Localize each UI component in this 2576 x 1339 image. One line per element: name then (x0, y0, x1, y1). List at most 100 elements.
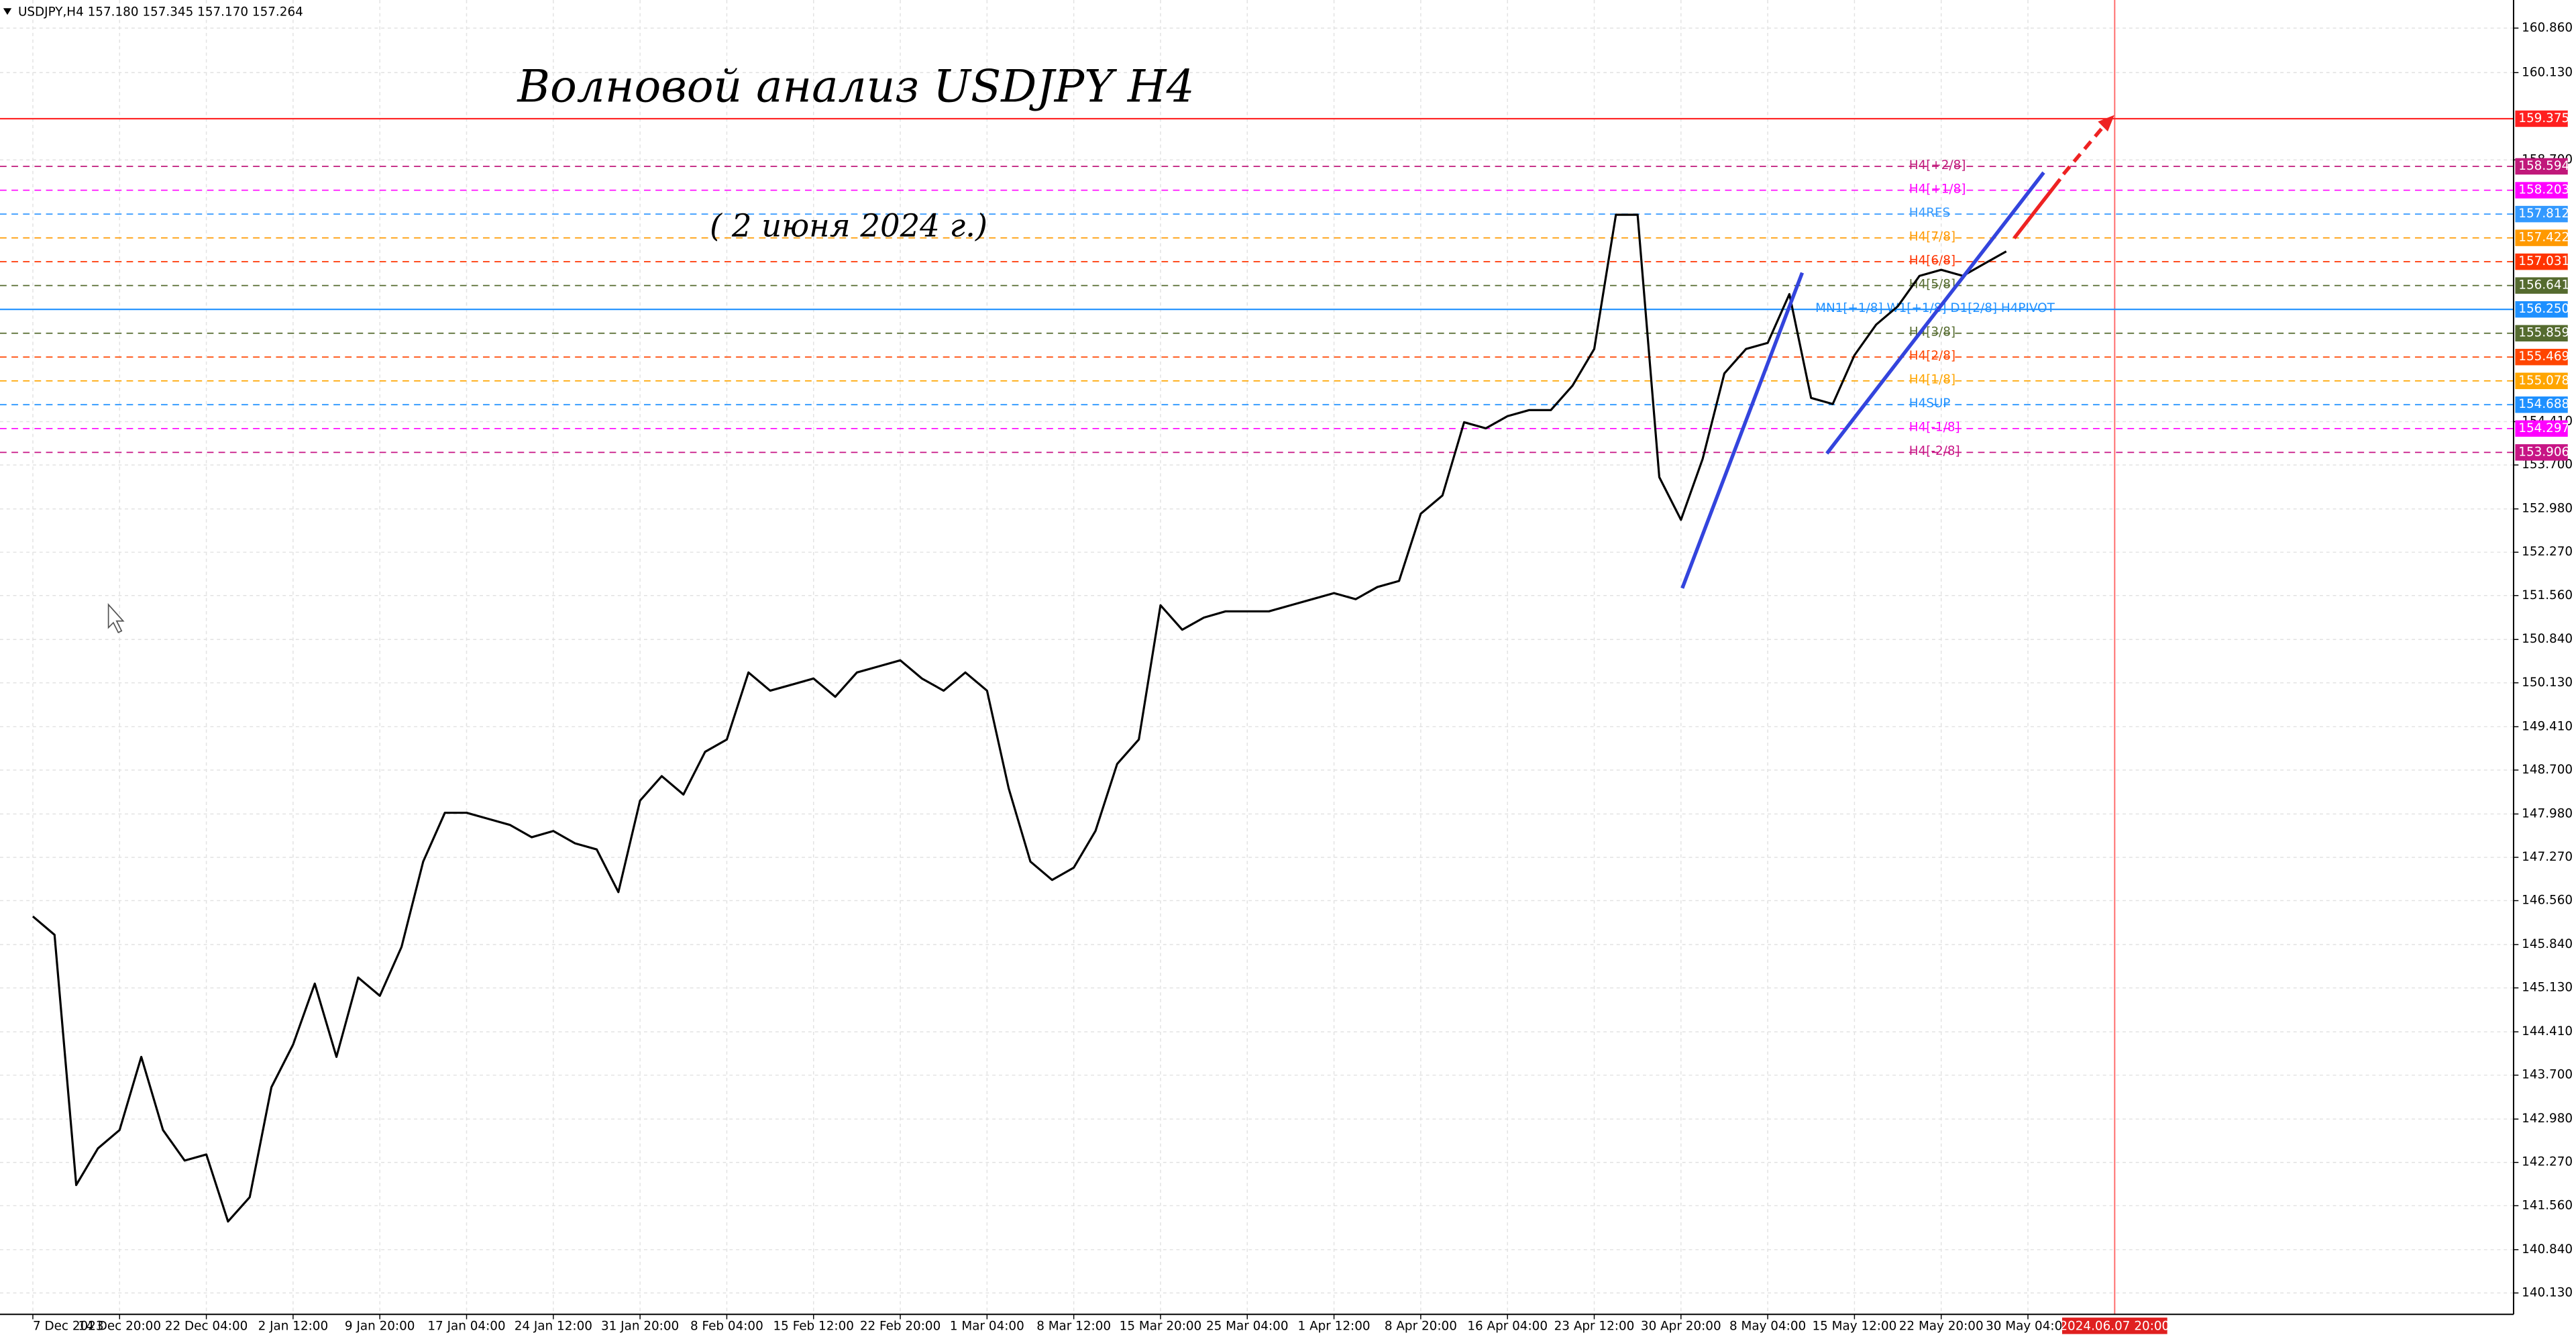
price-tag-label: 156.250 (2518, 302, 2569, 316)
level-label: H4[7/8] (1909, 229, 1955, 244)
y-tick-label: 142.270 (2522, 1155, 2573, 1169)
y-tick-label: 145.840 (2522, 937, 2573, 951)
price-tag-label: 158.203 (2518, 183, 2569, 197)
price-tag (2515, 444, 2568, 461)
price-tag-label: 154.297 (2518, 421, 2569, 435)
x-tick-label: 30 Apr 20:00 (1641, 1320, 1721, 1334)
axis-labels: 140.130 140.840 141.560 142.270 142.980 143.7… (32, 21, 2573, 1334)
arrow-head (2098, 115, 2114, 131)
price-tag-label: 155.078 (2518, 374, 2569, 388)
price-tag (2515, 325, 2568, 341)
x-tick-label: 15 Mar 20:00 (1120, 1320, 1202, 1334)
y-tick-label: 153.700 (2522, 458, 2573, 472)
x-tick-label: 8 May 04:00 (1729, 1320, 1806, 1334)
y-tick-label: 143.700 (2522, 1068, 2573, 1082)
mouse-cursor (107, 603, 125, 634)
price-tag (2515, 277, 2568, 294)
price-tag (2515, 301, 2568, 318)
y-tick-label: 144.410 (2522, 1024, 2573, 1038)
level-label: H4SUP (1909, 396, 1951, 411)
x-tick-label: 8 Apr 20:00 (1385, 1320, 1457, 1334)
x-tick-label: 7 Dec 2023 (33, 1320, 104, 1334)
y-tick-label: 141.560 (2522, 1198, 2573, 1212)
price-tag (2515, 253, 2568, 270)
price-tag-label: 155.859 (2518, 326, 2569, 340)
y-tick-label: 142.980 (2522, 1112, 2573, 1126)
x-tick-label: 22 Dec 04:00 (165, 1320, 248, 1334)
x-tick-label: 22 Feb 20:00 (860, 1320, 941, 1334)
level-label: MN1[+1/8] W1[+1/8] D1[2/8] H4PIVOT (1815, 301, 2055, 315)
price-tag (2515, 372, 2568, 390)
price-tag (2515, 420, 2568, 437)
level-label: H4[-1/8] (1909, 421, 1960, 435)
price-tag (2515, 348, 2568, 366)
price-tag-label: 157.031 (2518, 254, 2569, 268)
menu-icon (3, 8, 12, 15)
price-tag (2515, 229, 2568, 246)
x-tick-label: 1 Mar 04:00 (950, 1320, 1024, 1334)
x-tick-label: 1 Apr 12:00 (1298, 1320, 1371, 1334)
x-tick-label: 23 Apr 12:00 (1554, 1320, 1635, 1334)
y-tick-label: 147.980 (2522, 806, 2573, 820)
price-tags: 159.375 158.594 158.203 157.812 157.422 157.0… (2515, 110, 2569, 461)
x-tick-label: 15 May 12:00 (1812, 1320, 1896, 1334)
symbol-info: USDJPY,H4 157.180 157.345 157.170 157.26… (18, 5, 303, 19)
y-tick-label: 150.840 (2522, 632, 2573, 646)
y-tick-label: 140.840 (2522, 1242, 2573, 1256)
x-tick-label: 30 May 04:00 (1986, 1320, 2070, 1334)
price-tag-label: 158.594 (2518, 159, 2569, 173)
level-label: H4[+2/8] (1909, 158, 1966, 172)
y-tick-label: 149.410 (2522, 719, 2573, 733)
y-tick-label: 146.560 (2522, 894, 2573, 908)
price-tag-label: 159.375 (2518, 111, 2569, 125)
y-tick-label: 152.270 (2522, 545, 2573, 559)
price-tag-label: 154.688 (2518, 397, 2569, 411)
level-label: H4RES (1909, 206, 1951, 220)
x-label-highlight (2061, 1318, 2167, 1334)
price-line (32, 213, 2007, 1223)
x-tick-label: 9 Jan 20:00 (345, 1320, 415, 1334)
forecast-arrow (2012, 178, 2062, 239)
price-tag-label: 155.469 (2518, 350, 2569, 364)
x-tick-label: 24 Jan 12:00 (515, 1320, 592, 1334)
x-tick-label: 2024.06.07 20:00 (2059, 1320, 2169, 1334)
trend-line (1680, 272, 1805, 589)
x-tick-label: 2 Jan 12:00 (258, 1320, 329, 1334)
y-tick-label: 145.130 (2522, 981, 2573, 995)
x-tick-label: 14 Dec 20:00 (78, 1320, 161, 1334)
x-tick-label: 22 May 20:00 (1899, 1320, 1984, 1334)
level-label: H4[3/8] (1909, 325, 1955, 339)
price-tag-label: 157.812 (2518, 207, 2569, 221)
series (32, 213, 2007, 1223)
levels: H4[+2/8] H4[+1/8] H4RES H4[7/8] H4[6/8] H4[5/… (0, 117, 2514, 458)
trend-line (1825, 171, 2045, 455)
x-tick-label: 16 Apr 04:00 (1467, 1320, 1548, 1334)
x-tick-label: 15 Feb 12:00 (773, 1320, 854, 1334)
x-tick-label: 25 Mar 04:00 (1206, 1320, 1289, 1334)
x-tick-label: 31 Jan 20:00 (601, 1320, 679, 1334)
y-tick-label: 150.130 (2522, 676, 2573, 690)
chart-title: Волновой анализ USDJPY H4 (517, 61, 1194, 113)
x-tick-label: 17 Jan 04:00 (427, 1320, 505, 1334)
price-tag (2515, 205, 2568, 223)
level-label: H4[+1/8] (1909, 182, 1966, 196)
price-tag (2515, 182, 2568, 199)
x-tick-label: 8 Mar 12:00 (1036, 1320, 1111, 1334)
price-tag-label: 156.641 (2518, 278, 2569, 292)
price-tag (2515, 110, 2568, 127)
forecast-arrow-dashed (2061, 121, 2108, 176)
level-label: H4[6/8] (1909, 254, 1955, 268)
annotations (107, 115, 2114, 634)
x-tick-label: 8 Feb 04:00 (690, 1320, 763, 1334)
y-tick-label: 152.980 (2522, 502, 2573, 516)
level-label: H4[1/8] (1909, 373, 1955, 387)
price-tag-label: 153.906 (2518, 445, 2569, 459)
y-tick-label: 160.130 (2522, 65, 2573, 79)
grid (0, 0, 2514, 1315)
y-tick-label: 160.860 (2522, 21, 2573, 35)
chart-subtitle: ( 2 июня 2024 г.) (710, 207, 987, 244)
price-tag (2515, 158, 2568, 175)
